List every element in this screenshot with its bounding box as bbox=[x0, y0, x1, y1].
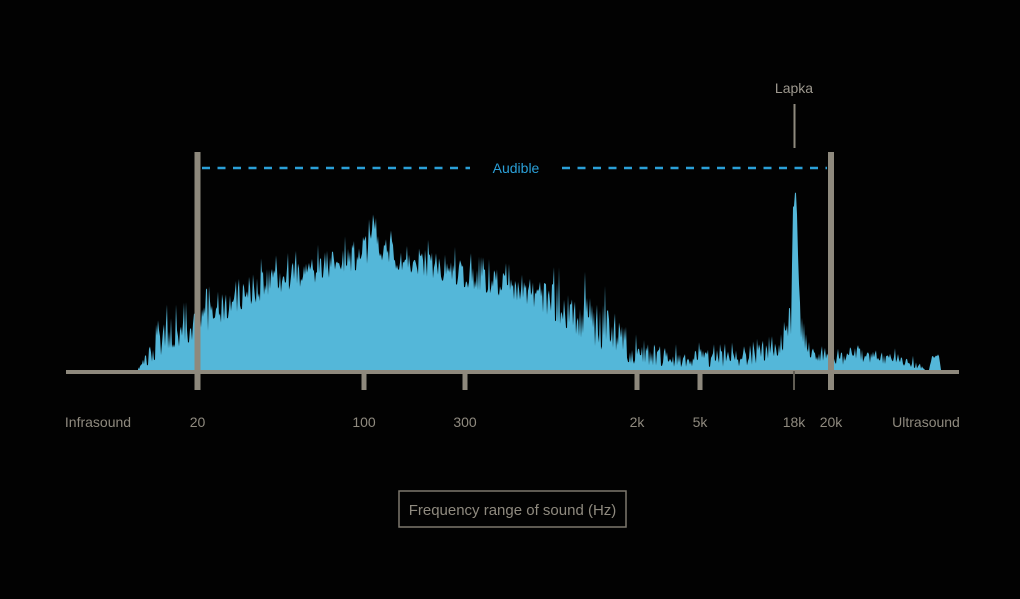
tick-mark-5k bbox=[697, 371, 703, 390]
audio-spectrum-area bbox=[138, 192, 946, 370]
tick-marks bbox=[194, 152, 834, 390]
tick-label-5k: 5k bbox=[693, 414, 709, 430]
tick-label-20: 20 bbox=[190, 414, 206, 430]
tick-mark-100 bbox=[361, 371, 367, 390]
tick-label-300: 300 bbox=[453, 414, 477, 430]
zone-label-ultrasound: Ultrasound bbox=[892, 414, 960, 430]
tick-mark-300 bbox=[462, 371, 468, 390]
boundary-bar-20k bbox=[828, 152, 834, 390]
tick-label-2k: 2k bbox=[630, 414, 646, 430]
caption-text: Frequency range of sound (Hz) bbox=[409, 502, 617, 519]
caption-group: Frequency range of sound (Hz) bbox=[398, 490, 627, 528]
audible-label: Audible bbox=[493, 160, 540, 176]
tick-mark-18k bbox=[793, 371, 795, 390]
lapka-peak-marker: Lapka bbox=[775, 80, 813, 148]
boundary-bar-20 bbox=[194, 152, 201, 390]
tick-mark-2k bbox=[634, 371, 640, 390]
caption-border-box bbox=[398, 490, 627, 528]
tick-label-100: 100 bbox=[352, 414, 376, 430]
tick-label-20k: 20k bbox=[820, 414, 844, 430]
tick-label-18k: 18k bbox=[783, 414, 807, 430]
tick-labels: 20 100 300 2k 5k 18k 20k bbox=[190, 414, 844, 430]
zone-label-infrasound: Infrasound bbox=[65, 414, 131, 430]
lapka-label: Lapka bbox=[775, 80, 813, 96]
x-axis-line bbox=[66, 370, 959, 374]
audible-range-indicator: Audible bbox=[202, 160, 827, 176]
